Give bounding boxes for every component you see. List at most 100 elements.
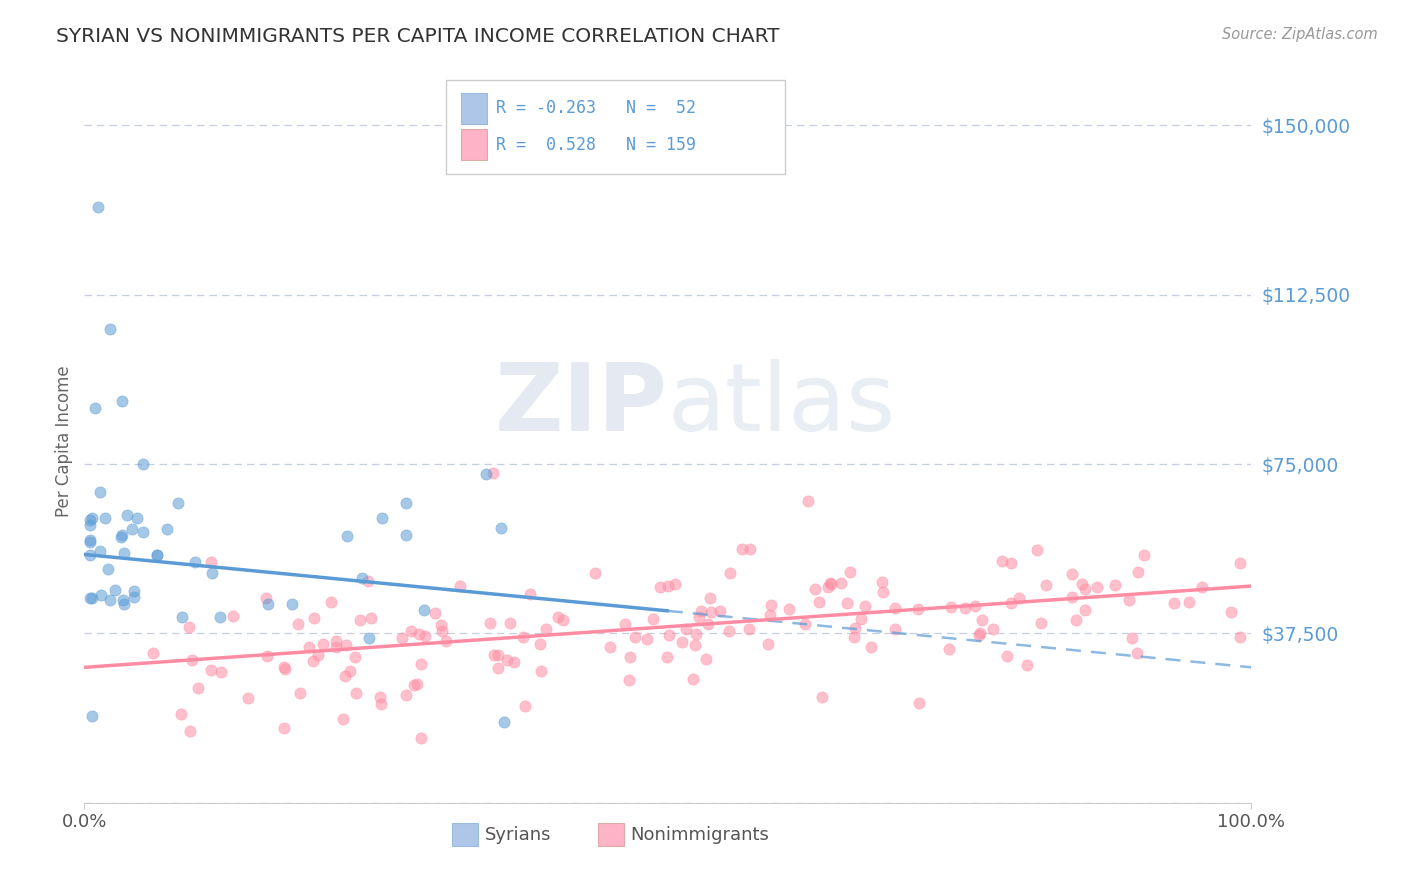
Text: R =  0.528   N = 159: R = 0.528 N = 159 <box>496 136 696 153</box>
Point <box>335 638 357 652</box>
Point <box>177 620 200 634</box>
FancyBboxPatch shape <box>446 80 785 174</box>
Point <box>853 599 876 613</box>
Point <box>211 665 233 680</box>
Point <box>614 617 637 632</box>
Text: ZIP: ZIP <box>495 359 668 451</box>
Point <box>254 591 277 606</box>
Point <box>1035 578 1057 592</box>
Point <box>534 622 557 636</box>
Point <box>1074 582 1097 597</box>
Point <box>256 649 278 664</box>
Point <box>849 612 872 626</box>
Point <box>657 579 679 593</box>
Point <box>1229 630 1251 644</box>
Point <box>650 580 672 594</box>
Point <box>83 401 105 415</box>
Point <box>121 522 143 536</box>
Point <box>619 650 641 665</box>
Point <box>172 610 194 624</box>
Point <box>122 590 145 604</box>
Point <box>675 622 697 636</box>
Point <box>89 544 111 558</box>
Text: Nonimmigrants: Nonimmigrants <box>630 826 769 844</box>
Point <box>301 654 323 668</box>
Point <box>513 698 536 713</box>
Point <box>1029 615 1052 630</box>
Point <box>756 637 779 651</box>
Point <box>512 630 534 644</box>
Point <box>352 571 374 585</box>
Text: atlas: atlas <box>668 359 896 451</box>
Text: R = -0.263   N =  52: R = -0.263 N = 52 <box>496 100 696 118</box>
Point <box>287 617 309 632</box>
Point <box>112 546 135 560</box>
Point <box>1008 591 1031 606</box>
Point <box>685 627 707 641</box>
Point <box>583 566 606 580</box>
Point <box>395 528 418 542</box>
Point <box>486 660 509 674</box>
Point <box>142 647 165 661</box>
Point <box>759 607 782 622</box>
Point <box>344 686 367 700</box>
Point <box>695 652 717 666</box>
Point <box>683 638 706 652</box>
Point <box>87 200 110 214</box>
Point <box>1025 543 1047 558</box>
Point <box>718 624 741 638</box>
Point <box>1133 548 1156 562</box>
Point <box>991 554 1014 568</box>
Point <box>98 592 121 607</box>
Point <box>336 529 359 543</box>
Point <box>181 653 204 667</box>
Point <box>332 712 354 726</box>
Point <box>302 611 325 625</box>
Point <box>312 637 335 651</box>
Point <box>872 585 894 599</box>
Point <box>740 541 762 556</box>
Point <box>166 496 188 510</box>
Point <box>941 599 963 614</box>
Point <box>1070 577 1092 591</box>
Point <box>709 604 731 618</box>
Point <box>870 574 893 589</box>
Point <box>636 632 658 646</box>
Point <box>671 635 693 649</box>
Point <box>79 533 101 547</box>
Point <box>817 580 839 594</box>
Point <box>617 673 640 688</box>
Point <box>281 597 304 611</box>
Point <box>778 602 800 616</box>
Point <box>222 609 245 624</box>
Point <box>402 678 425 692</box>
Point <box>357 574 380 588</box>
Point <box>697 617 720 632</box>
Point <box>430 624 453 639</box>
Point <box>360 610 382 624</box>
Point <box>125 510 148 524</box>
Point <box>1191 580 1213 594</box>
Point <box>830 576 852 591</box>
Point <box>169 706 191 721</box>
Point <box>395 688 418 702</box>
Point <box>482 648 505 662</box>
Point <box>339 664 361 678</box>
Point <box>298 640 321 655</box>
Point <box>200 663 222 677</box>
Point <box>884 601 907 615</box>
Point <box>1118 592 1140 607</box>
Point <box>156 522 179 536</box>
Point <box>838 566 860 580</box>
Point <box>290 686 312 700</box>
Point <box>499 615 522 630</box>
Point <box>425 607 447 621</box>
Point <box>794 617 817 632</box>
Point <box>844 621 866 635</box>
Point <box>179 724 201 739</box>
Point <box>969 625 991 640</box>
Point <box>486 648 509 663</box>
Point <box>682 672 704 686</box>
Point <box>491 521 513 535</box>
Point <box>201 566 224 581</box>
